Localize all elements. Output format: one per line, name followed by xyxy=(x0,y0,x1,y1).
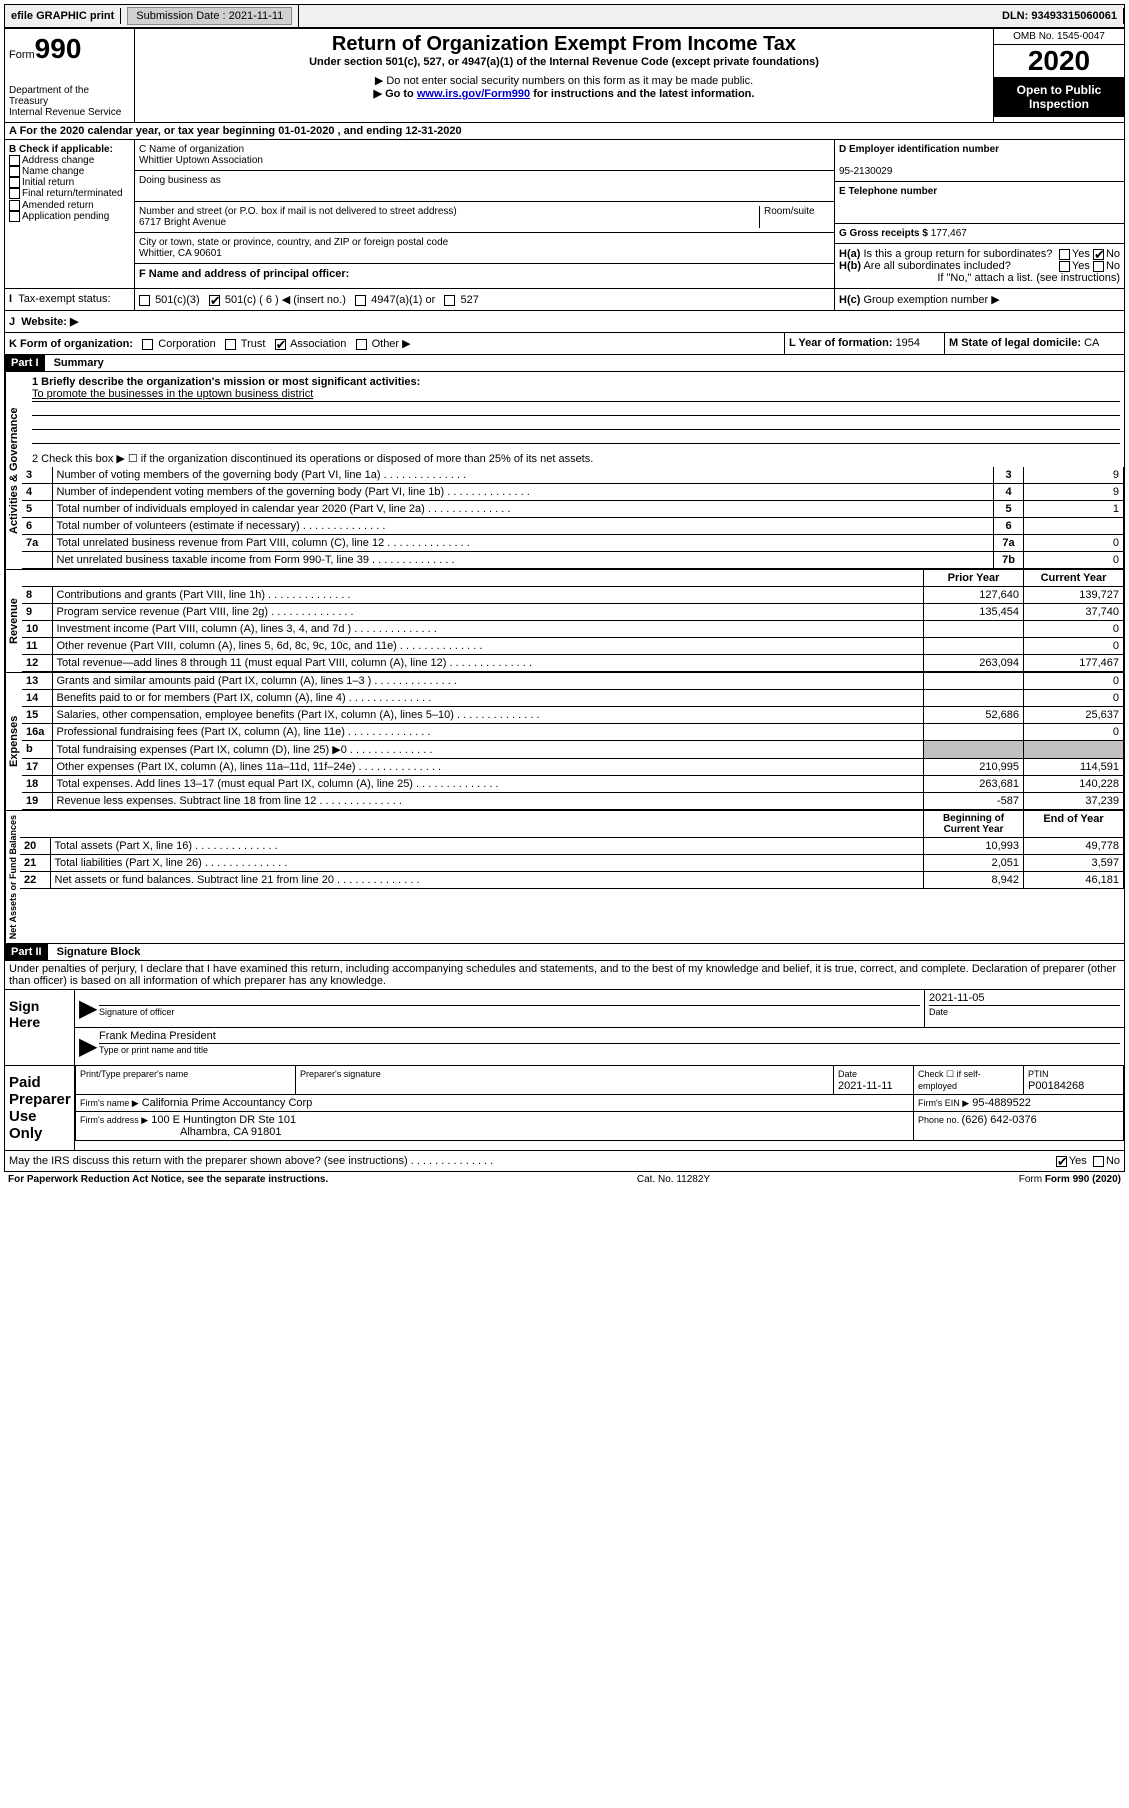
checkbox-4947[interactable] xyxy=(355,295,366,306)
gross-receipts: 177,467 xyxy=(931,228,967,239)
form-title: Return of Organization Exempt From Incom… xyxy=(139,33,989,56)
street: 6717 Bright Avenue xyxy=(139,217,226,228)
part1-header: Part I xyxy=(5,355,45,371)
omb-number: OMB No. 1545-0047 xyxy=(994,29,1124,45)
part2-header-row: Part II Signature Block xyxy=(4,944,1125,961)
ein-label: D Employer identification number xyxy=(839,144,999,155)
part1-title: Summary xyxy=(48,355,110,371)
checkbox-501c3[interactable] xyxy=(139,295,150,306)
org-name: Whittier Uptown Association xyxy=(139,155,263,166)
arrow-icon: ▶ xyxy=(75,1028,95,1065)
checkbox-final-return[interactable] xyxy=(9,188,20,199)
inspection-label: Open to Public Inspection xyxy=(994,77,1124,117)
checkbox-other[interactable] xyxy=(356,339,367,350)
sign-here-block: Sign Here ▶ Signature of officer 2021-11… xyxy=(4,990,1125,1066)
exp-label: Expenses xyxy=(5,673,22,810)
summary-table: Activities & Governance 1 Briefly descri… xyxy=(4,372,1125,570)
checkbox-527[interactable] xyxy=(444,295,455,306)
part1-header-row: Part I Summary xyxy=(4,355,1125,372)
form-number: 990 xyxy=(35,33,82,64)
efile-label: efile GRAPHIC print xyxy=(11,10,114,22)
subtitle-1: Under section 501(c), 527, or 4947(a)(1)… xyxy=(139,56,989,68)
checkbox-501c[interactable] xyxy=(209,295,220,306)
checkbox-name-change[interactable] xyxy=(9,166,20,177)
section-a: A For the 2020 calendar year, or tax yea… xyxy=(4,123,1125,140)
net-label: Net Assets or Fund Balances xyxy=(5,811,20,943)
footer: For Paperwork Reduction Act Notice, see … xyxy=(4,1172,1125,1187)
dln: DLN: 93493315060061 xyxy=(996,8,1124,24)
subtitle-3: ▶ Go to www.irs.gov/Form990 for instruct… xyxy=(139,87,989,100)
mission: To promote the businesses in the uptown … xyxy=(32,388,1120,402)
city: Whittier, CA 90601 xyxy=(139,248,222,259)
checkbox-address-change[interactable] xyxy=(9,155,20,166)
declaration: Under penalties of perjury, I declare th… xyxy=(4,961,1125,990)
arrow-icon: ▶ xyxy=(75,990,95,1027)
checkbox-amended[interactable] xyxy=(9,200,20,211)
checkbox-pending[interactable] xyxy=(9,211,20,222)
rev-label: Revenue xyxy=(5,570,22,672)
dept-label: Department of the Treasury Internal Reve… xyxy=(9,85,130,118)
checkbox-trust[interactable] xyxy=(225,339,236,350)
section-b-label: B Check if applicable: xyxy=(9,144,113,155)
discuss-row: May the IRS discuss this return with the… xyxy=(4,1151,1125,1172)
instructions-link[interactable]: www.irs.gov/Form990 xyxy=(417,88,530,100)
gov-label: Activities & Governance xyxy=(5,372,22,569)
street-label: Number and street (or P.O. box if mail i… xyxy=(139,206,457,217)
website-row: J Website: ▶ xyxy=(4,311,1125,333)
top-bar: efile GRAPHIC print Submission Date : 20… xyxy=(4,4,1125,28)
dba-label: Doing business as xyxy=(139,175,221,186)
gross-label: G Gross receipts $ xyxy=(839,228,931,239)
checkbox-corp[interactable] xyxy=(142,339,153,350)
form-label: Form xyxy=(9,49,35,61)
officer-label: F Name and address of principal officer: xyxy=(139,268,349,280)
entity-block: B Check if applicable: Address change Na… xyxy=(4,140,1125,289)
checkbox-hb-yes[interactable] xyxy=(1059,261,1070,272)
submission-date-button[interactable]: Submission Date : 2021-11-11 xyxy=(127,7,292,25)
checkbox-ha-yes[interactable] xyxy=(1059,249,1070,260)
part2-header: Part II xyxy=(5,944,48,960)
checkbox-discuss-no[interactable] xyxy=(1093,1156,1104,1167)
org-form-row: K Form of organization: Corporation Trus… xyxy=(4,333,1125,355)
form-header: Form990 Department of the Treasury Inter… xyxy=(4,28,1125,123)
subtitle-2: ▶ Do not enter social security numbers o… xyxy=(139,74,989,87)
org-name-label: C Name of organization xyxy=(139,144,244,155)
city-label: City or town, state or province, country… xyxy=(139,237,448,248)
phone-label: E Telephone number xyxy=(839,186,937,197)
checkbox-hb-no[interactable] xyxy=(1093,261,1104,272)
room-label: Room/suite xyxy=(764,206,815,217)
checkbox-discuss-yes[interactable] xyxy=(1056,1156,1067,1167)
ein: 95-2130029 xyxy=(839,166,892,177)
checkbox-ha-no[interactable] xyxy=(1093,249,1104,260)
tax-status-row: I Tax-exempt status: 501(c)(3) 501(c) ( … xyxy=(4,289,1125,311)
part2-title: Signature Block xyxy=(51,944,147,960)
preparer-block: Paid Preparer Use Only Print/Type prepar… xyxy=(4,1066,1125,1151)
checkbox-assoc[interactable] xyxy=(275,339,286,350)
checkbox-initial-return[interactable] xyxy=(9,177,20,188)
tax-year: 2020 xyxy=(994,45,1124,77)
